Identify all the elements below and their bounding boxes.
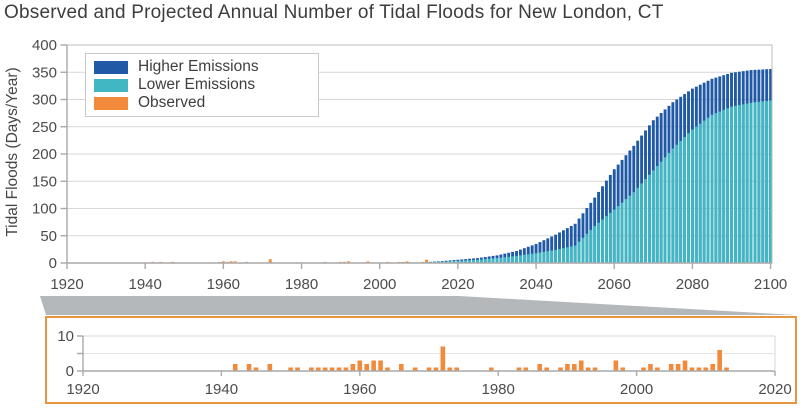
svg-text:100: 100 [32,201,57,218]
inset-frame [45,316,797,404]
main-chart-bars [151,68,773,264]
svg-text:250: 250 [32,119,57,136]
svg-text:1940: 1940 [128,276,161,293]
svg-text:2040: 2040 [519,276,552,293]
svg-text:1920: 1920 [66,381,99,398]
svg-text:10: 10 [57,328,74,345]
svg-text:150: 150 [32,173,57,190]
legend-item-lower-emissions: Lower Emissions [94,76,318,93]
svg-text:350: 350 [32,64,57,81]
svg-text:1980: 1980 [285,276,318,293]
legend-item-observed: Observed [94,94,318,111]
legend: Higher Emissions Lower Emissions Observe… [85,53,319,117]
svg-text:0: 0 [49,255,57,272]
svg-text:1960: 1960 [343,381,376,398]
legend-item-higher-emissions: Higher Emissions [94,58,318,75]
main-chart-tick-labels: 0 50 100 150 200 250 300 350 400 1920 1940 1960 1980… [32,37,787,293]
svg-text:1920: 1920 [50,276,83,293]
higher-emissions-swatch [94,60,128,74]
svg-text:1940: 1940 [205,381,238,398]
inset-chart-gridlines [83,335,775,354]
legend-label: Lower Emissions [138,76,256,93]
svg-text:1980: 1980 [482,381,515,398]
svg-text:50: 50 [40,228,57,245]
legend-label: Observed [138,94,206,111]
svg-text:2020: 2020 [758,381,791,398]
svg-text:400: 400 [32,37,57,54]
svg-text:1960: 1960 [207,276,240,293]
svg-text:2080: 2080 [676,276,709,293]
svg-text:200: 200 [32,146,57,163]
magnifier-wedge [40,296,796,315]
svg-text:0: 0 [66,363,74,380]
svg-text:2100: 2100 [754,276,787,293]
inset-chart-tick-labels: 0 10 1920 1940 1960 1980 2000 2020 [57,328,791,398]
lower-emissions-swatch [94,78,128,92]
observed-swatch [94,96,128,110]
svg-text:2020: 2020 [441,276,474,293]
inset-chart-axes [77,335,776,376]
y-axis-title: Tidal Floods (Days/Year) [4,67,21,237]
inset-chart-bars [232,346,729,371]
main-chart-axes [60,44,773,269]
legend-label: Higher Emissions [138,58,259,75]
svg-text:2060: 2060 [598,276,631,293]
svg-text:300: 300 [32,92,57,109]
svg-text:2000: 2000 [363,276,396,293]
chart-title: Observed and Projected Annual Number of … [4,2,664,23]
svg-text:2000: 2000 [620,381,653,398]
